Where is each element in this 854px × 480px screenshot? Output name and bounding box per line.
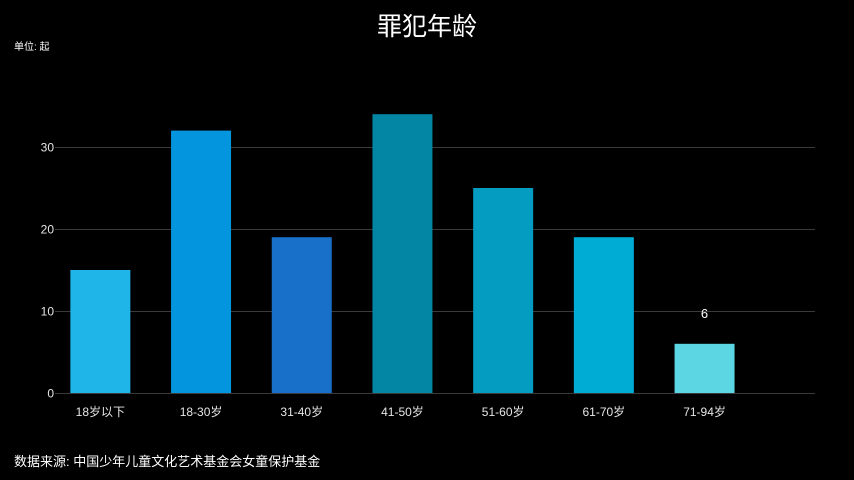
chart-title: 罪犯年龄 [376, 13, 477, 41]
y-tick-label: 30 [41, 141, 55, 155]
bar-1 [70, 270, 131, 393]
x-tick-label: 31-40岁 [280, 404, 323, 419]
y-tick-label: 10 [41, 305, 55, 319]
bar-4 [372, 114, 433, 393]
source-note: 数据来源: 中国少年儿童文化艺术基金会女童保护基金 [14, 454, 321, 469]
bar-5 [473, 188, 534, 393]
bar-6 [573, 237, 634, 393]
x-tick-label: 51-60岁 [482, 404, 525, 419]
bar-3 [271, 237, 332, 393]
x-tick-label: 18岁以下 [76, 404, 125, 419]
data-label: 6 [701, 306, 708, 321]
unit-label: 单位: 起 [14, 42, 50, 53]
x-tick-label: 41-50岁 [381, 404, 424, 419]
x-tick-label: 61-70岁 [582, 404, 625, 419]
x-tick-label: 18-30岁 [180, 404, 223, 419]
y-tick-label: 0 [47, 387, 54, 401]
x-tick-label: 71-94岁 [683, 404, 726, 419]
y-tick-label: 20 [41, 223, 55, 237]
bar-7 [674, 343, 735, 393]
bar-2 [171, 130, 232, 393]
